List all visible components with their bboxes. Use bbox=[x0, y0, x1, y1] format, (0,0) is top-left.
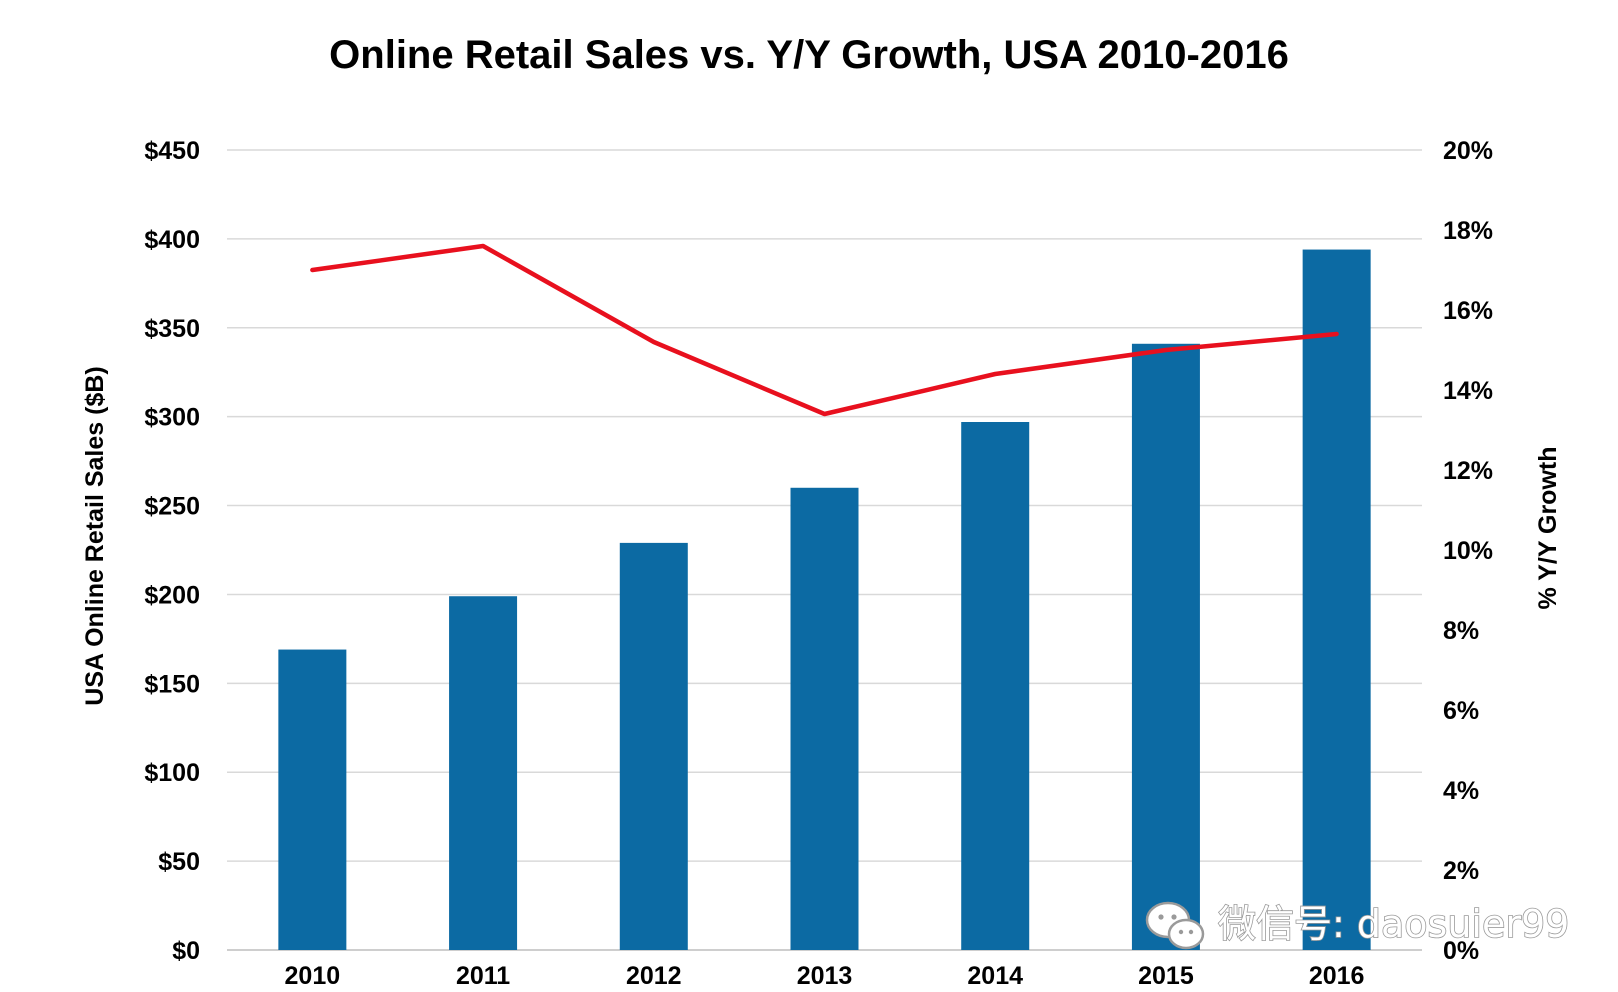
right-tick-label: 18% bbox=[1443, 217, 1493, 245]
bar-2013 bbox=[790, 487, 859, 950]
right-axis: 0% 2% 4% 6% 8% 10% 12% 14% 16% 18% 20% bbox=[1443, 137, 1493, 965]
x-axis: 2010 2011 2012 2013 2014 2015 2016 bbox=[285, 962, 1365, 990]
right-tick-label: 20% bbox=[1443, 137, 1493, 165]
bar-2014 bbox=[961, 422, 1030, 950]
left-tick-label: $200 bbox=[144, 581, 200, 609]
x-tick-label: 2011 bbox=[456, 962, 510, 990]
left-tick-label: $300 bbox=[144, 404, 200, 432]
x-tick-label: 2014 bbox=[967, 962, 1023, 990]
left-tick-label: $100 bbox=[144, 759, 200, 787]
bar-2011 bbox=[449, 596, 518, 950]
bar-2012 bbox=[619, 542, 688, 950]
chart-title: Online Retail Sales vs. Y/Y Growth, USA … bbox=[329, 33, 1289, 77]
x-tick-label: 2010 bbox=[285, 962, 341, 990]
x-tick-label: 2015 bbox=[1138, 962, 1194, 990]
right-tick-label: 16% bbox=[1443, 297, 1493, 325]
right-tick-label: 4% bbox=[1443, 777, 1479, 805]
x-tick-label: 2016 bbox=[1309, 962, 1365, 990]
watermark: 微信号: daosuier99 bbox=[1145, 901, 1570, 950]
growth-line-series bbox=[310, 243, 1339, 417]
right-tick-label: 2% bbox=[1443, 857, 1479, 885]
right-axis-title: % Y/Y Growth bbox=[1534, 446, 1562, 609]
left-tick-label: $150 bbox=[144, 670, 200, 698]
left-axis: $0 $50 $100 $150 $200 $250 $300 $350 $400 $450 bbox=[144, 137, 200, 965]
left-tick-label: $400 bbox=[144, 226, 200, 254]
bar-2010 bbox=[278, 649, 347, 950]
right-tick-label: 8% bbox=[1443, 617, 1479, 645]
wechat-icon bbox=[1145, 901, 1205, 950]
left-axis-title: USA Online Retail Sales ($B) bbox=[81, 366, 109, 705]
right-tick-label: 14% bbox=[1443, 377, 1493, 405]
left-tick-label: $50 bbox=[158, 848, 200, 876]
bar-series bbox=[278, 249, 1371, 951]
left-tick-label: $0 bbox=[172, 937, 200, 965]
bar-2015 bbox=[1131, 343, 1200, 950]
right-tick-label: 6% bbox=[1443, 697, 1479, 725]
x-tick-label: 2012 bbox=[626, 962, 682, 990]
watermark-text: 微信号: daosuier99 bbox=[1218, 902, 1569, 946]
right-tick-label: 12% bbox=[1443, 457, 1493, 485]
right-tick-label: 10% bbox=[1443, 537, 1493, 565]
x-tick-label: 2013 bbox=[797, 962, 853, 990]
left-tick-label: $250 bbox=[144, 493, 200, 521]
left-tick-label: $350 bbox=[144, 315, 200, 343]
bar-2016 bbox=[1302, 249, 1371, 951]
left-tick-label: $450 bbox=[144, 137, 200, 165]
right-tick-label: 0% bbox=[1443, 937, 1479, 965]
